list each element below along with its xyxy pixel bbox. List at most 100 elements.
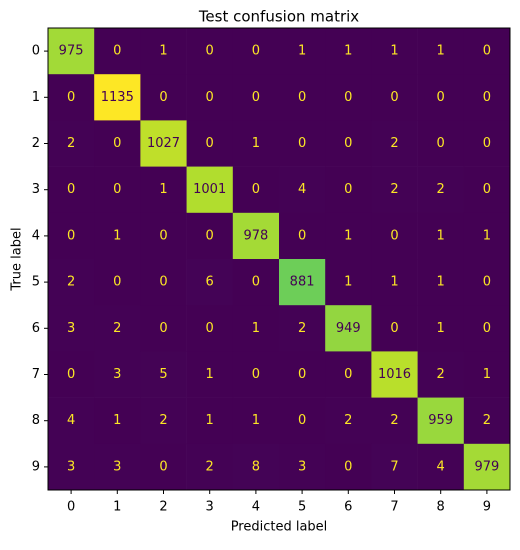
- cell: [463, 305, 511, 352]
- cell-label: 0: [206, 90, 214, 105]
- cell-label: 2: [206, 459, 214, 474]
- cell-label: 1: [206, 367, 214, 382]
- cell: [140, 259, 187, 306]
- cell: [371, 120, 418, 167]
- cell-label: 0: [298, 367, 306, 382]
- x-tick-label: 3: [206, 500, 214, 515]
- cell: [371, 74, 418, 121]
- cell: [325, 28, 372, 75]
- cell: [371, 351, 418, 398]
- cell-label: 0: [113, 275, 121, 290]
- cell-label: 0: [437, 136, 445, 151]
- cell-label: 949: [336, 321, 361, 336]
- cell: [279, 120, 326, 167]
- cell: [94, 397, 141, 445]
- cell-label: 0: [344, 367, 352, 382]
- cell: [48, 397, 95, 445]
- cell-label: 0: [390, 321, 398, 336]
- cell-label: 3: [113, 459, 121, 474]
- cell: [94, 305, 141, 352]
- cell: [48, 351, 95, 398]
- cell-label: 0: [252, 367, 260, 382]
- y-tick-label: 0: [32, 44, 40, 59]
- cell: [94, 166, 141, 214]
- cell: [279, 305, 326, 352]
- cell-label: 1: [252, 413, 260, 428]
- cell: [232, 166, 280, 214]
- cell: [417, 443, 465, 491]
- cell: [232, 305, 280, 352]
- cell: [186, 397, 234, 445]
- cell: [48, 305, 95, 352]
- cell: [232, 28, 280, 75]
- cell-label: 1: [252, 136, 260, 151]
- cell: [279, 443, 326, 491]
- cell: [325, 351, 372, 398]
- cell: [325, 212, 372, 260]
- cell-label: 1: [344, 228, 352, 243]
- cell: [186, 259, 234, 306]
- cell: [371, 212, 418, 260]
- cell: [140, 305, 187, 352]
- cell: [48, 443, 95, 491]
- cell-label: 0: [437, 90, 445, 105]
- cell-label: 4: [67, 413, 75, 428]
- cell-label: 1: [113, 228, 121, 243]
- cell: [94, 74, 141, 121]
- cell-label: 0: [252, 90, 260, 105]
- cell: [94, 351, 141, 398]
- cell-label: 8: [252, 459, 260, 474]
- cell-label: 0: [344, 136, 352, 151]
- cell-label: 0: [159, 275, 167, 290]
- cell: [140, 74, 187, 121]
- y-tick-label: 7: [32, 367, 40, 382]
- cell: [417, 212, 465, 260]
- cell-label: 0: [344, 182, 352, 197]
- cell-label: 978: [243, 228, 268, 243]
- cell-label: 3: [67, 459, 75, 474]
- cell-label: 0: [483, 136, 491, 151]
- cell: [140, 28, 187, 75]
- cell: [94, 28, 141, 75]
- y-tick-label: 9: [32, 459, 40, 474]
- cell: [48, 74, 95, 121]
- x-tick-label: 5: [298, 500, 306, 515]
- x-tick-label: 1: [113, 500, 121, 515]
- cell-label: 0: [483, 90, 491, 105]
- cell-label: 2: [390, 136, 398, 151]
- cell-label: 2: [437, 367, 445, 382]
- cell-label: 0: [344, 459, 352, 474]
- cell-label: 2: [67, 136, 75, 151]
- cell: [140, 443, 187, 491]
- cell-label: 2: [159, 413, 167, 428]
- cell: [232, 259, 280, 306]
- x-tick-label: 2: [159, 500, 167, 515]
- cell-label: 0: [113, 182, 121, 197]
- cell-label: 4: [298, 182, 306, 197]
- cell-label: 1: [483, 228, 491, 243]
- cell: [463, 443, 511, 491]
- cell-label: 1: [437, 228, 445, 243]
- cell: [232, 397, 280, 445]
- cell: [279, 166, 326, 214]
- cell-label: 4: [437, 459, 445, 474]
- cell: [279, 212, 326, 260]
- x-tick-label: 0: [67, 500, 75, 515]
- cell: [325, 443, 372, 491]
- cell-label: 1: [437, 321, 445, 336]
- cell-label: 2: [113, 321, 121, 336]
- cell-label: 0: [206, 136, 214, 151]
- chart-title: Test confusion matrix: [198, 8, 359, 26]
- cell: [186, 120, 234, 167]
- cell-label: 2: [67, 275, 75, 290]
- cell-label: 0: [159, 321, 167, 336]
- cell: [186, 166, 234, 214]
- cell-label: 1: [437, 44, 445, 59]
- cell-label: 1: [159, 182, 167, 197]
- cell: [232, 120, 280, 167]
- cell: [371, 28, 418, 75]
- cell-label: 0: [67, 182, 75, 197]
- x-tick-label: 7: [390, 500, 398, 515]
- cell-label: 0: [344, 90, 352, 105]
- cell: [463, 212, 511, 260]
